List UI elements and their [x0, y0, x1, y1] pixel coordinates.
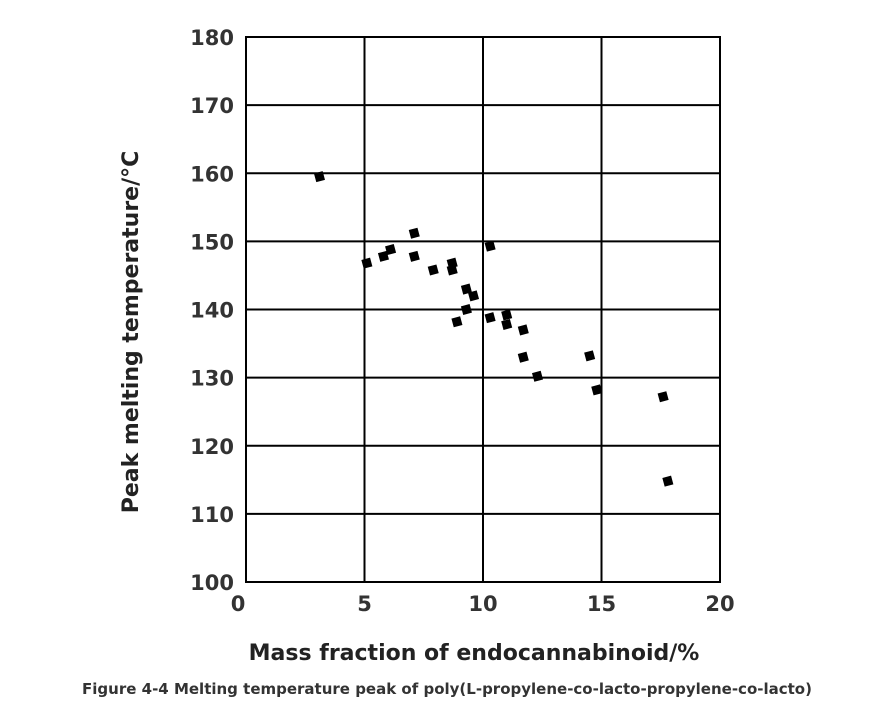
y-tick-label: 140: [190, 299, 234, 323]
data-point: [408, 250, 420, 262]
data-point: [501, 318, 513, 330]
data-points: [313, 171, 674, 487]
y-tick-label: 110: [190, 503, 234, 527]
data-point: [517, 351, 529, 363]
x-tick-label: 5: [357, 592, 372, 616]
data-point: [427, 264, 439, 276]
data-point: [377, 250, 389, 262]
data-point: [446, 264, 458, 276]
data-point: [451, 316, 463, 328]
grid-layer: [245, 36, 721, 583]
x-tick-label: 0: [231, 592, 246, 616]
data-point: [484, 312, 496, 324]
data-point: [408, 227, 420, 239]
data-point: [531, 370, 544, 382]
y-tick-label: 160: [190, 162, 234, 186]
y-tick-label: 130: [190, 367, 234, 391]
x-tick-label: 15: [587, 592, 616, 616]
x-tick-label: 20: [705, 592, 734, 616]
data-point: [468, 290, 480, 302]
data-point: [662, 475, 674, 487]
y-tick-label: 100: [190, 571, 234, 595]
data-point: [501, 309, 513, 321]
data-point: [361, 257, 373, 269]
data-point: [591, 384, 603, 396]
plot-frame: [245, 36, 721, 583]
y-tick-label: 150: [190, 230, 234, 254]
data-point: [517, 324, 529, 336]
data-point: [385, 244, 397, 256]
data-point: [313, 171, 325, 183]
y-tick-label: 120: [190, 435, 234, 459]
y-tick-label: 180: [190, 26, 234, 50]
data-point: [484, 240, 496, 252]
y-tick-label: 170: [190, 94, 234, 118]
x-axis-title: Mass fraction of endocannabinoid/%: [249, 641, 700, 666]
data-point: [460, 283, 472, 295]
figure-caption: Figure 4-4 Melting temperature peak of p…: [82, 680, 812, 698]
y-axis-title: Peak melting temperature/°C: [119, 151, 144, 514]
x-tick-label: 10: [468, 592, 497, 616]
tick-labels: 100 110 120 130 140 150 160 170 180 0 5 10 15 20: [190, 26, 734, 616]
data-point: [657, 391, 669, 403]
data-point: [460, 303, 472, 316]
data-point: [584, 350, 596, 362]
